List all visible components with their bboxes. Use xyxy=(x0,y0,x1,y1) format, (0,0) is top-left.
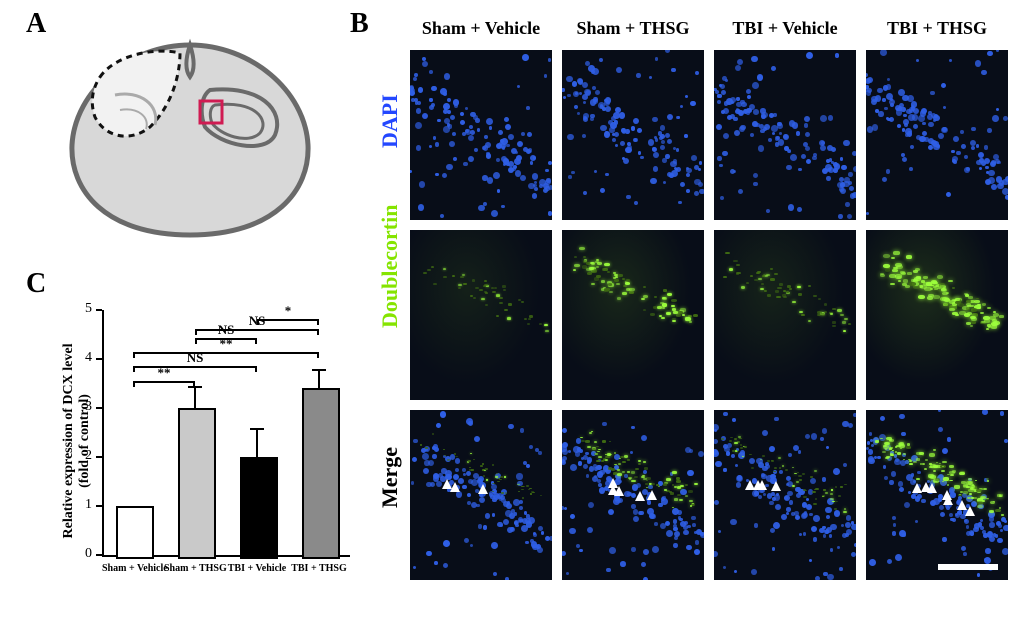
sig-bracket xyxy=(317,329,319,335)
panelB-cell xyxy=(866,50,1008,220)
bar xyxy=(116,506,154,559)
dcx-layer xyxy=(410,230,552,400)
panel-C-chart: 012345Relative expression of DCX level(f… xyxy=(30,300,360,610)
sig-bracket xyxy=(133,381,195,383)
panelB-row-label: Doublecortin xyxy=(377,308,403,328)
sig-bracket xyxy=(195,329,319,331)
dapi-layer xyxy=(562,50,704,220)
sig-bracket xyxy=(317,319,319,325)
y-tick-label: 0 xyxy=(72,546,92,562)
bar xyxy=(178,408,216,559)
sig-bracket xyxy=(255,338,257,344)
bar xyxy=(240,457,278,559)
y-tick xyxy=(96,309,102,311)
panelB-col-label: Sham + THSG xyxy=(562,18,704,39)
sig-bracket xyxy=(195,338,197,344)
sig-bracket xyxy=(257,319,319,321)
merge-arrowheads xyxy=(866,410,1008,580)
y-tick xyxy=(96,505,102,507)
panel-A-brain xyxy=(60,35,320,245)
y-tick xyxy=(96,358,102,360)
dapi-layer xyxy=(866,50,1008,220)
sig-bracket xyxy=(133,366,257,368)
panelB-cell xyxy=(410,410,552,580)
merge-arrowheads xyxy=(714,410,856,580)
panelB-cell xyxy=(410,230,552,400)
panelB-col-label: TBI + THSG xyxy=(866,18,1008,39)
panelB-cell xyxy=(562,50,704,220)
sig-bracket xyxy=(195,338,257,340)
y-tick-label: 5 xyxy=(72,301,92,317)
sig-bracket xyxy=(133,366,135,372)
panel-label-B: B xyxy=(350,8,369,40)
x-tick-label: TBI + THSG xyxy=(288,563,350,574)
sig-bracket xyxy=(193,381,195,387)
panel-label-A: A xyxy=(26,8,46,40)
sig-bracket xyxy=(133,352,319,354)
scale-bar xyxy=(938,564,998,570)
panelB-col-label: Sham + Vehicle xyxy=(410,18,552,39)
panelB-cell xyxy=(714,230,856,400)
dapi-layer xyxy=(714,50,856,220)
sig-bracket xyxy=(133,381,135,387)
panelB-row-label: Merge xyxy=(377,488,403,508)
merge-arrowheads xyxy=(410,410,552,580)
x-tick-label: Sham + Vehicle xyxy=(102,563,164,574)
x-tick-label: TBI + Vehicle xyxy=(226,563,288,574)
panelB-cell xyxy=(714,410,856,580)
sig-bracket xyxy=(133,352,135,358)
dcx-layer xyxy=(714,230,856,400)
y-tick xyxy=(96,456,102,458)
sig-label: * xyxy=(270,303,306,319)
panelB-cell xyxy=(562,230,704,400)
figure-root: { "panels": { "A": { "label": "A" }, "B"… xyxy=(0,0,1020,621)
y-tick xyxy=(96,554,102,556)
error-cap xyxy=(250,428,264,430)
panel-label-C: C xyxy=(26,268,46,300)
sig-bracket xyxy=(257,319,259,325)
y-axis xyxy=(102,310,104,555)
y-axis-title: Relative expression of DCX level(fold of… xyxy=(61,336,93,546)
error-cap xyxy=(188,386,202,388)
error-bar xyxy=(194,386,196,408)
panelB-row-label: DAPI xyxy=(377,128,403,148)
sig-bracket xyxy=(195,329,197,335)
panelB-cell xyxy=(866,230,1008,400)
error-cap xyxy=(312,369,326,371)
sig-bracket xyxy=(317,352,319,358)
panelB-col-label: TBI + Vehicle xyxy=(714,18,856,39)
panelB-cell xyxy=(866,410,1008,580)
panelB-cell xyxy=(562,410,704,580)
y-tick xyxy=(96,407,102,409)
merge-arrowheads xyxy=(562,410,704,580)
panelB-cell xyxy=(410,50,552,220)
error-bar xyxy=(318,369,320,389)
dcx-layer xyxy=(866,230,1008,400)
sig-bracket xyxy=(255,366,257,372)
dapi-layer xyxy=(410,50,552,220)
bar xyxy=(302,388,340,559)
x-tick-label: Sham + THSG xyxy=(164,563,226,574)
panelB-cell xyxy=(714,50,856,220)
dcx-layer xyxy=(562,230,704,400)
error-bar xyxy=(256,428,258,457)
